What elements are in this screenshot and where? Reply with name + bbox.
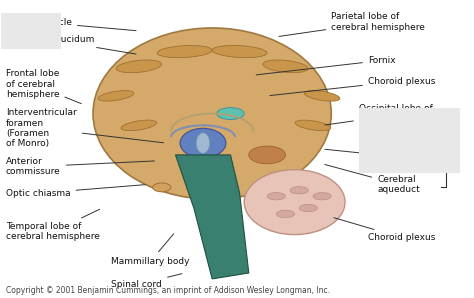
Ellipse shape bbox=[295, 120, 331, 131]
Ellipse shape bbox=[153, 183, 171, 192]
Text: Copyright © 2001 Benjamin Cummings, an imprint of Addison Wesley Longman, Inc.: Copyright © 2001 Benjamin Cummings, an i… bbox=[6, 286, 330, 295]
Ellipse shape bbox=[244, 170, 345, 235]
Text: Fornix: Fornix bbox=[256, 56, 395, 75]
Text: Interventricular
foramen
(Foramen
of Monro): Interventricular foramen (Foramen of Mon… bbox=[6, 108, 164, 148]
Text: Temporal lobe of
cerebral hemisphere: Temporal lobe of cerebral hemisphere bbox=[6, 209, 100, 241]
Text: Frontal lobe
of cerebral
hemisphere: Frontal lobe of cerebral hemisphere bbox=[6, 69, 81, 104]
Text: Spinal cord: Spinal cord bbox=[111, 274, 182, 289]
Ellipse shape bbox=[217, 108, 244, 119]
FancyBboxPatch shape bbox=[1, 13, 61, 49]
Text: Corpora
quadrigemina: Corpora quadrigemina bbox=[325, 148, 440, 167]
Text: Mammillary body: Mammillary body bbox=[111, 234, 190, 266]
Ellipse shape bbox=[267, 193, 285, 200]
Ellipse shape bbox=[276, 210, 295, 218]
Text: Third ventricle: Third ventricle bbox=[6, 18, 136, 31]
Ellipse shape bbox=[121, 120, 156, 131]
Text: Choroid plexus: Choroid plexus bbox=[334, 218, 435, 242]
Ellipse shape bbox=[290, 187, 309, 194]
Text: Septum pellucidum: Septum pellucidum bbox=[6, 35, 136, 54]
Ellipse shape bbox=[98, 91, 134, 101]
Polygon shape bbox=[175, 155, 249, 279]
Ellipse shape bbox=[263, 60, 308, 73]
Ellipse shape bbox=[304, 91, 340, 101]
Ellipse shape bbox=[196, 133, 210, 153]
Ellipse shape bbox=[180, 128, 226, 158]
Text: Optic chiasma: Optic chiasma bbox=[6, 185, 145, 198]
FancyBboxPatch shape bbox=[359, 108, 460, 173]
Ellipse shape bbox=[212, 46, 267, 58]
Ellipse shape bbox=[313, 193, 331, 200]
Ellipse shape bbox=[93, 28, 331, 199]
Ellipse shape bbox=[249, 146, 285, 164]
Text: Cerebral
aqueduct: Cerebral aqueduct bbox=[325, 164, 420, 194]
Text: Parietal lobe of
cerebral hemisphere: Parietal lobe of cerebral hemisphere bbox=[279, 12, 425, 36]
Text: Occipital lobe of
cerebral hemisphere: Occipital lobe of cerebral hemisphere bbox=[325, 104, 453, 125]
Ellipse shape bbox=[157, 46, 212, 58]
Ellipse shape bbox=[116, 60, 162, 73]
Text: Anterior
commissure: Anterior commissure bbox=[6, 157, 155, 176]
Text: Choroid plexus: Choroid plexus bbox=[270, 77, 435, 96]
Ellipse shape bbox=[299, 204, 318, 212]
